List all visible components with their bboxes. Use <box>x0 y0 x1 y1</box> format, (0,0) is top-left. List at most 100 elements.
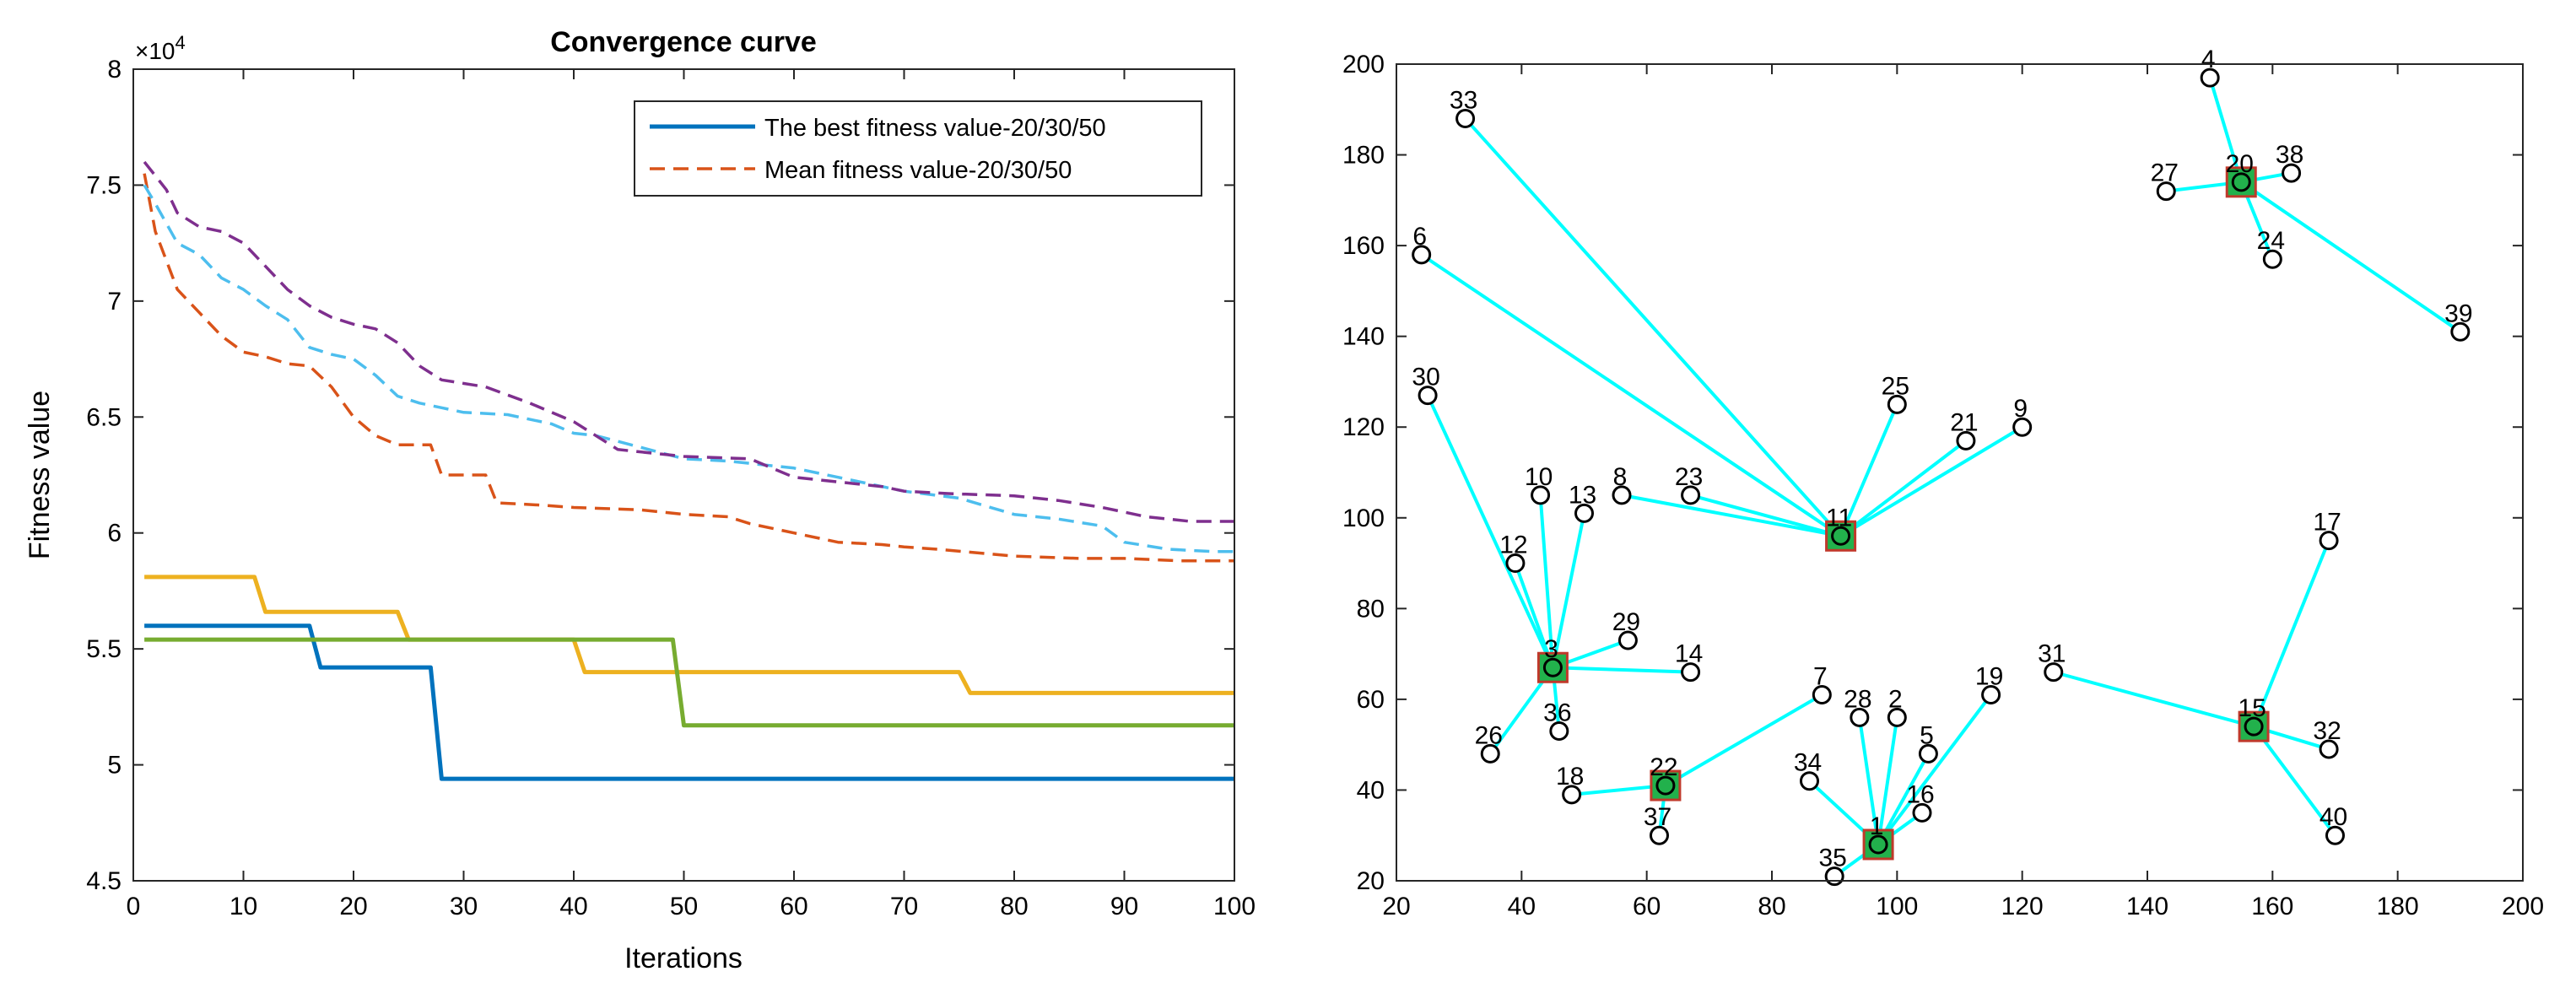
convergence-chart: 0 10 20 30 40 50 60 70 80 90 100 4.555.566.577.58 … <box>24 26 1256 974</box>
node-marker-14 <box>1681 662 1701 683</box>
x-tick-label: 50 <box>670 893 698 920</box>
node-marker-38 <box>2282 163 2302 183</box>
node-marker-8 <box>1612 485 1632 505</box>
node-label-13: 13 <box>1569 481 1596 509</box>
node-label-34: 34 <box>1794 749 1822 777</box>
node-label-10: 10 <box>1525 463 1553 491</box>
node-label-25: 25 <box>1882 372 1909 400</box>
node-marker-30 <box>1418 386 1438 406</box>
node-marker-29 <box>1617 630 1638 650</box>
node-label-7: 7 <box>1813 663 1828 691</box>
node-label-20: 20 <box>2226 150 2254 178</box>
series-line-best-50 <box>144 637 1234 728</box>
node-label-37: 37 <box>1644 803 1671 831</box>
node-marker-21 <box>1956 430 1976 451</box>
y-tick-label: 160 <box>1342 232 1385 260</box>
node-label-4: 4 <box>2201 46 2216 73</box>
x-tick-label: 90 <box>1110 893 1138 920</box>
node-label-21: 21 <box>1950 408 1978 436</box>
x-tick-label: 60 <box>1633 893 1661 920</box>
node-label-39: 39 <box>2444 300 2472 327</box>
node-marker-15 <box>2244 716 2264 737</box>
node-label-30: 30 <box>1412 364 1439 391</box>
y-tick-label: 180 <box>1342 142 1385 170</box>
x-tick-label: 60 <box>780 893 807 920</box>
node-marker-5 <box>1918 743 1938 764</box>
y-tick-label: 40 <box>1357 776 1385 804</box>
node-label-17: 17 <box>2313 509 2341 537</box>
node-marker-11 <box>1831 526 1851 546</box>
node-marker-17 <box>2319 531 2339 551</box>
node-marker-40 <box>2325 825 2345 845</box>
exponent-power: 4 <box>176 32 186 53</box>
edge-11-9 <box>1839 425 2023 538</box>
y-tick-label: 7.5 <box>86 171 122 199</box>
node-label-32: 32 <box>2313 717 2341 745</box>
node-label-31: 31 <box>2038 640 2066 668</box>
edge-11-21 <box>1839 439 1968 537</box>
node-label-29: 29 <box>1612 608 1640 636</box>
x-tick-label: 100 <box>1213 893 1256 920</box>
node-label-22: 22 <box>1650 753 1677 781</box>
y-tick-label: 20 <box>1357 867 1385 895</box>
node-label-33: 33 <box>1450 87 1477 115</box>
node-label-3: 3 <box>1544 635 1558 663</box>
node-label-27: 27 <box>2151 159 2179 187</box>
exponent-base: ×10 <box>135 38 176 64</box>
node-marker-26 <box>1480 743 1500 764</box>
x-tick-label: 40 <box>559 893 587 920</box>
node-marker-16 <box>1912 802 1932 823</box>
x-tick-label: 120 <box>2001 893 2044 920</box>
node-marker-23 <box>1681 485 1701 505</box>
node-label-14: 14 <box>1675 640 1703 668</box>
node-marker-39 <box>2450 321 2471 342</box>
node-label-38: 38 <box>2276 141 2303 169</box>
edge-3-12 <box>1514 562 1555 668</box>
node-label-36: 36 <box>1543 699 1571 727</box>
y-tick-label: 5 <box>107 752 122 780</box>
y-tick-label: 120 <box>1342 413 1385 441</box>
y-tick-label: 100 <box>1342 505 1385 532</box>
node-label-35: 35 <box>1818 845 1846 872</box>
node-label-26: 26 <box>1475 721 1503 749</box>
node-label-11: 11 <box>1826 504 1852 532</box>
node-marker-28 <box>1850 707 1870 727</box>
edge-11-23 <box>1690 493 1842 538</box>
y-tick-label: 5.5 <box>86 635 122 663</box>
series-line-mean-30 <box>143 184 1234 553</box>
node-marker-34 <box>1800 771 1819 791</box>
node-label-19: 19 <box>1975 663 2003 691</box>
node-marker-18 <box>1562 785 1582 805</box>
node-label-24: 24 <box>2257 227 2285 255</box>
edge-3-10 <box>1538 494 1555 668</box>
x-tick-label: 140 <box>2126 893 2168 920</box>
node-label-1: 1 <box>1870 812 1884 840</box>
convergence-legend: The best fitness value-20/30/50 Mean fit… <box>634 100 1202 197</box>
convergence-plot-area <box>133 69 1234 881</box>
y-tick-label: 6.5 <box>86 403 122 431</box>
node-label-5: 5 <box>1920 721 1934 749</box>
node-marker-20 <box>2231 172 2251 192</box>
edge-3-14 <box>1553 666 1691 674</box>
node-marker-32 <box>2319 739 2339 759</box>
convergence-x-axis-label: Iterations <box>624 942 743 974</box>
edge-20-4 <box>2208 77 2244 183</box>
y-tick-label: 80 <box>1357 595 1385 623</box>
node-label-15: 15 <box>2238 694 2265 722</box>
y-tick-label: 4.5 <box>86 867 122 895</box>
node-label-28: 28 <box>1844 685 1871 713</box>
edge-3-13 <box>1551 513 1586 668</box>
x-tick-label: 10 <box>230 893 257 920</box>
edge-11-33 <box>1464 117 1843 537</box>
convergence-y-axis-label: Fitness value <box>24 391 56 559</box>
node-label-8: 8 <box>1613 463 1628 491</box>
x-tick-label: 100 <box>1876 893 1918 920</box>
series-line-mean-50 <box>143 160 1234 523</box>
y-tick-label: 200 <box>1342 51 1385 78</box>
node-label-16: 16 <box>1906 780 1934 808</box>
node-marker-4 <box>2200 67 2220 88</box>
x-tick-label: 20 <box>339 893 367 920</box>
edge-1-2 <box>1877 717 1899 845</box>
y-tick-label: 140 <box>1342 323 1385 351</box>
